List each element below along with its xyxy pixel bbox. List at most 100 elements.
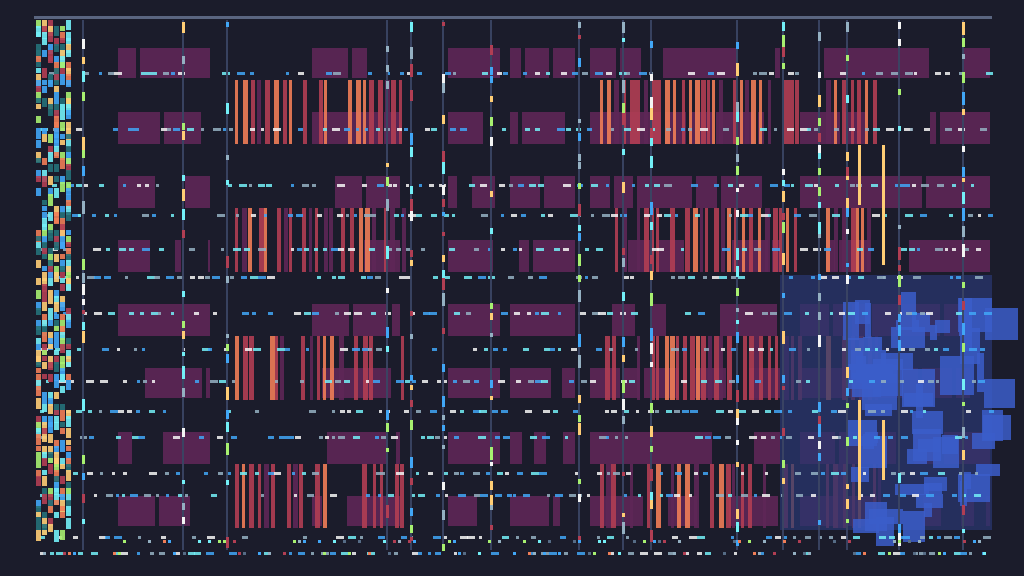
column-fleck [622,513,625,517]
dashed-row-segment [437,380,441,383]
edge-pixel [60,284,65,291]
dashed-row-segment [855,348,861,351]
column-fleck [846,403,849,408]
column-fleck [226,334,229,338]
stripe-bar [275,336,278,400]
dashed-row-segment [591,184,598,187]
edge-pixel [42,158,47,165]
dashed-row-segment [787,128,794,131]
dashed-row-segment [436,494,440,497]
dashed-row-segment [134,348,137,351]
dashed-row-segment [611,214,618,217]
dashed-row-segment [688,128,692,131]
bottom-noise-pixel [978,540,981,543]
stripe-bar [354,336,358,400]
dashed-row-segment [331,248,339,251]
dashed-row-segment [400,72,404,75]
edge-pixel [36,260,41,268]
column-line [226,20,228,550]
edge-pixel [54,302,59,312]
column-fleck [898,126,901,131]
dashed-row-segment [651,248,659,251]
dashed-row-segment [983,536,991,539]
dashed-row-segment [761,214,769,217]
column-fleck [736,320,739,324]
dashed-row-segment [976,248,981,251]
stripe-bar [826,80,831,144]
column-fleck [386,327,389,338]
dashed-row-segment [571,348,577,351]
purple-block [159,496,190,526]
dashed-row-segment [703,276,707,279]
dashed-row-segment [853,436,857,439]
bottom-noise-pixel [923,552,926,555]
edge-pixel [42,284,47,292]
dashed-row-segment [760,128,767,131]
dashed-row-segment [268,472,274,475]
stripe-bar [732,464,735,528]
dashed-row-segment [704,348,709,351]
dashed-row-segment [713,436,721,439]
dashed-row-segment [348,536,356,539]
column-fleck [490,137,493,146]
dashed-row-segment [129,312,134,315]
edge-pixel [54,188,59,198]
dashed-row-segment [302,472,306,475]
column-line [846,20,848,550]
column-fleck [782,63,785,69]
blue-glitch-block [960,328,980,364]
edge-pixel [66,122,71,130]
dashed-row-segment [347,410,351,413]
bottom-noise-pixel [603,540,606,543]
dashed-row-segment [752,410,759,413]
stripe-bar [235,208,238,272]
edge-pixel [48,422,53,433]
dashed-row-segment [230,276,234,279]
column-fleck [578,58,581,67]
bottom-noise-pixel [388,552,391,555]
dashed-row-segment [49,72,57,75]
column-fleck [846,229,849,234]
stripe-bar [284,208,288,272]
column-fleck [650,138,653,146]
dashed-row-segment [906,536,910,539]
edge-pixel [60,332,65,340]
column-fleck [736,409,739,418]
dashed-row-segment [158,312,161,315]
stripe-bar [369,336,373,400]
edge-pixel [48,230,53,238]
dashed-row-segment [185,494,188,497]
purple-block [940,240,960,272]
stripe-bar [705,208,708,272]
dashed-row-segment [227,472,231,475]
yellow-accent-bar [882,420,885,480]
dashed-row-segment [307,494,314,497]
edge-pixel [54,392,59,399]
bottom-noise-pixel [848,540,851,543]
edge-pixel [54,26,59,36]
dashed-row-segment [564,552,568,555]
column-fleck [818,187,821,196]
blue-glitch-block [876,517,894,546]
dashed-row-segment [935,72,941,75]
dashed-row-segment [611,128,614,131]
edge-pixel [54,104,59,114]
dashed-row-segment [419,184,422,187]
dashed-row-segment [304,312,311,315]
dashed-row-segment [449,248,455,251]
edge-pixel [54,470,59,481]
edge-pixel [60,38,65,43]
dashed-row-segment [590,380,596,383]
purple-block [163,432,173,464]
column-fleck [182,22,185,33]
bottom-noise-pixel [223,540,226,543]
edge-pixel [36,140,41,148]
dashed-row-segment [198,276,204,279]
dashed-row-segment [638,494,641,497]
column-fleck [226,344,229,351]
dashed-row-segment [788,72,794,75]
dashed-row-segment [834,128,839,131]
dashed-row-segment [901,410,908,413]
dashed-row-segment [332,276,336,279]
dashed-row-segment [632,184,635,187]
